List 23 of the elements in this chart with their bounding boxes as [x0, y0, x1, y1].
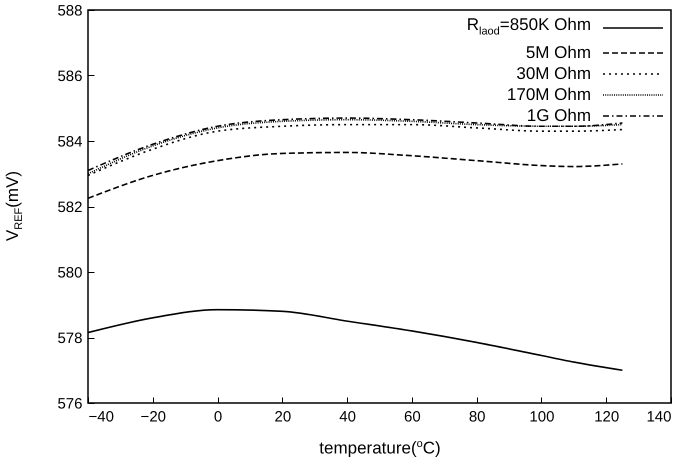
x-tick-label: −20: [140, 408, 166, 426]
y-tick-label: 584: [57, 134, 82, 150]
legend-label: 30M Ohm: [516, 63, 591, 84]
x-tick-label: 140: [646, 408, 672, 426]
x-tick-label: 120: [594, 408, 620, 426]
legend-label: 170M Ohm: [506, 84, 591, 106]
x-tick-label: 60: [404, 408, 421, 426]
y-tick-label: 580: [57, 264, 82, 282]
legend-label: 1G Ohm: [526, 105, 591, 126]
x-tick-label: 0: [214, 408, 222, 426]
y-tick-label: 582: [57, 199, 82, 216]
y-tick-label: 586: [57, 68, 82, 85]
x-tick-label: 40: [339, 408, 356, 426]
x-tick-label: −40: [88, 408, 114, 426]
y-tick-label: 588: [57, 2, 82, 20]
x-tick-label: 80: [468, 408, 486, 426]
legend-label: 5M Ohm: [526, 42, 591, 64]
legend-label: R$_{laod}$=850K Ohm: [466, 14, 591, 40]
x-tick-label: 20: [274, 408, 292, 426]
x-tick-label: 100: [529, 408, 554, 426]
y-tick-label: 578: [57, 330, 82, 347]
x-axis-title: temperature($^{o}$C): [319, 438, 441, 459]
y-tick-label: 576: [57, 396, 82, 412]
